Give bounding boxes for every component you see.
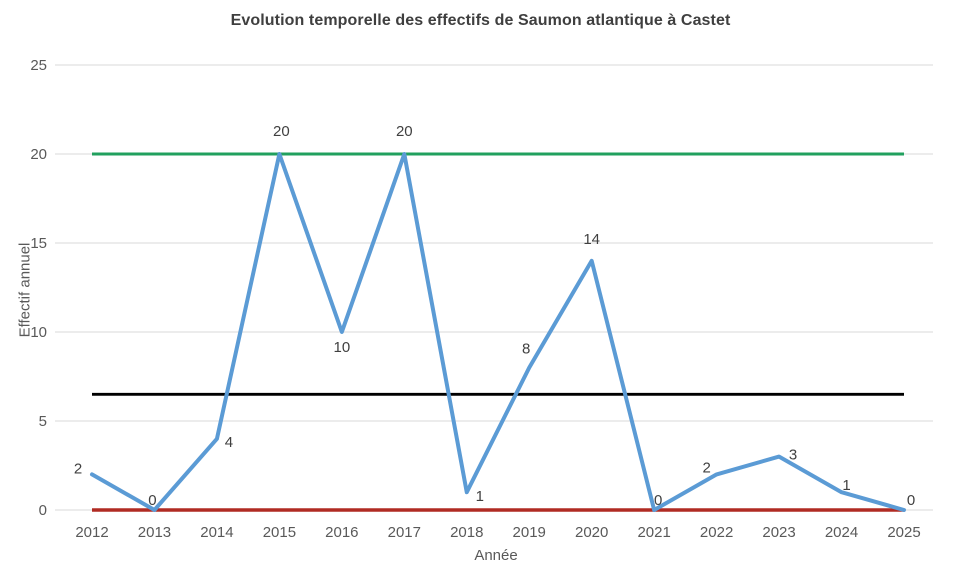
data-point-label: 0 xyxy=(654,492,662,509)
data-point-label: 10 xyxy=(334,339,351,356)
y-tick-label: 0 xyxy=(39,502,47,519)
data-point-label: 14 xyxy=(583,231,600,248)
x-tick-label: 2014 xyxy=(200,524,233,541)
data-point-label: 3 xyxy=(789,447,797,464)
x-tick-label: 2020 xyxy=(575,524,608,541)
x-tick-label: 2023 xyxy=(762,524,795,541)
chart-title: Evolution temporelle des effectifs de Sa… xyxy=(230,12,731,29)
x-tick-label: 2024 xyxy=(825,524,858,541)
x-tick-label: 2021 xyxy=(637,524,670,541)
data-point-label: 20 xyxy=(273,123,290,140)
x-axis-title: Année xyxy=(474,547,518,564)
x-tick-label: 2019 xyxy=(513,524,546,541)
y-tick-label: 25 xyxy=(30,57,47,74)
data-point-label: 4 xyxy=(225,434,233,451)
data-point-label: 8 xyxy=(522,341,530,358)
data-point-label: 1 xyxy=(842,477,850,494)
data-point-label: 0 xyxy=(907,492,915,509)
y-tick-label: 5 xyxy=(39,413,47,430)
x-tick-label: 2017 xyxy=(388,524,421,541)
data-point-label: 0 xyxy=(148,492,156,509)
x-tick-label: 2025 xyxy=(887,524,920,541)
data-point-label: 1 xyxy=(476,488,484,505)
data-point-label: 2 xyxy=(702,459,710,476)
data-point-label: 2 xyxy=(74,460,82,477)
y-tick-label: 15 xyxy=(30,235,47,252)
data-series-line xyxy=(90,152,906,512)
x-tick-label: 2013 xyxy=(138,524,171,541)
x-tick-label: 2012 xyxy=(75,524,108,541)
x-tick-label: 2016 xyxy=(325,524,358,541)
y-tick-label: 10 xyxy=(30,324,47,341)
x-tick-label: 2018 xyxy=(450,524,483,541)
x-tick-label: 2015 xyxy=(263,524,296,541)
y-tick-label: 20 xyxy=(30,146,47,163)
data-point-label: 20 xyxy=(396,123,413,140)
x-tick-label: 2022 xyxy=(700,524,733,541)
